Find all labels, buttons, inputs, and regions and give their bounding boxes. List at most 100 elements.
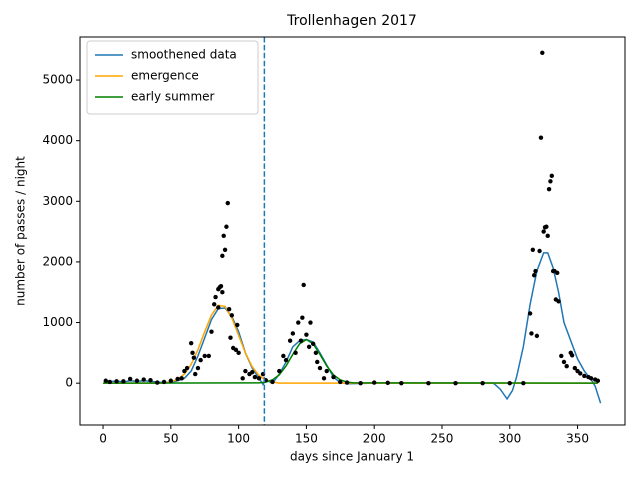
data-point (338, 379, 343, 385)
data-point (564, 363, 569, 369)
data-point (556, 299, 561, 304)
data-point (588, 376, 594, 381)
data-point (310, 341, 316, 346)
data-point (229, 313, 235, 318)
data-point (191, 355, 197, 360)
data-point (399, 380, 404, 386)
data-point (534, 333, 540, 339)
data-point (114, 379, 119, 384)
data-point (315, 359, 320, 365)
data-point (225, 200, 230, 206)
data-point (184, 365, 190, 371)
data-point (531, 273, 537, 278)
data-point (228, 335, 233, 340)
data-point (385, 380, 390, 386)
data-point (331, 374, 336, 380)
legend: smoothened data emergence early summer (86, 40, 259, 115)
legend-frame (86, 40, 259, 115)
data-point (537, 248, 542, 254)
data-point (233, 347, 239, 353)
data-point (226, 307, 232, 312)
data-point (283, 357, 289, 363)
data-point (453, 380, 458, 386)
data-point (190, 350, 195, 356)
data-point (168, 378, 174, 383)
data-point (296, 320, 301, 325)
data-point (161, 379, 167, 385)
data-point (507, 380, 512, 386)
data-point (198, 357, 203, 363)
data-point (281, 353, 286, 359)
data-point (541, 229, 546, 234)
data-point (595, 378, 601, 383)
data-point (193, 371, 198, 377)
data-point (298, 338, 304, 343)
data-point (236, 350, 241, 356)
series-line (103, 338, 598, 384)
data-point (545, 233, 550, 239)
data-point (578, 371, 583, 376)
data-point (544, 224, 549, 229)
data-point (533, 268, 538, 274)
data-point (240, 376, 245, 381)
x-tick-label: 0 (99, 432, 107, 446)
data-point (195, 365, 201, 371)
axes-frame (79, 36, 626, 426)
chart-title: Trollenhagen 2017 (286, 13, 417, 29)
data-point (218, 283, 224, 289)
data-point (206, 353, 211, 359)
data-point (134, 378, 140, 383)
y-tick-label: 0 (65, 376, 73, 390)
legend-label: early summer (131, 90, 215, 104)
data-point (224, 224, 229, 229)
data-point (107, 379, 113, 385)
data-point (480, 380, 485, 386)
data-point (121, 379, 126, 384)
x-tick-label: 150 (295, 432, 318, 446)
data-point (209, 329, 214, 334)
x-tick-label: 100 (227, 432, 250, 446)
y-tick-label: 4000 (42, 133, 73, 147)
data-point (202, 353, 207, 359)
y-axis-label: number of passes / night (14, 156, 28, 306)
data-point (212, 302, 217, 307)
data-point (529, 331, 534, 336)
data-point (527, 311, 533, 316)
data-point (256, 376, 262, 381)
data-point (540, 50, 545, 55)
y-tick-label: 2000 (42, 254, 73, 268)
data-point (277, 368, 282, 374)
data-point (270, 379, 275, 385)
y-tick-label: 1000 (42, 315, 73, 329)
data-point (148, 377, 153, 383)
data-point (287, 338, 293, 343)
data-point (304, 332, 309, 337)
data-point (175, 376, 180, 382)
data-point (235, 322, 240, 328)
data-point (220, 253, 225, 259)
data-point (559, 353, 564, 359)
x-axis-label: days since January 1 (290, 450, 414, 464)
x-tick-label: 300 (498, 432, 521, 446)
data-point (243, 368, 248, 374)
y-tick-label: 5000 (42, 73, 73, 87)
data-point (155, 380, 160, 385)
data-point (555, 270, 560, 276)
data-point (306, 344, 312, 349)
legend-label: smoothened data (131, 48, 237, 62)
x-tick-label: 200 (363, 432, 386, 446)
data-point (252, 374, 258, 380)
data-point (561, 359, 567, 365)
data-point (344, 380, 350, 385)
data-point (293, 350, 298, 356)
data-point (426, 380, 431, 386)
data-point (321, 376, 327, 381)
data-point (220, 290, 225, 295)
data-point (546, 186, 552, 192)
data-point (548, 179, 553, 184)
y-tick-label: 3000 (42, 194, 73, 208)
data-point (141, 377, 146, 382)
data-point (127, 376, 133, 382)
x-tick-label: 250 (431, 432, 454, 446)
